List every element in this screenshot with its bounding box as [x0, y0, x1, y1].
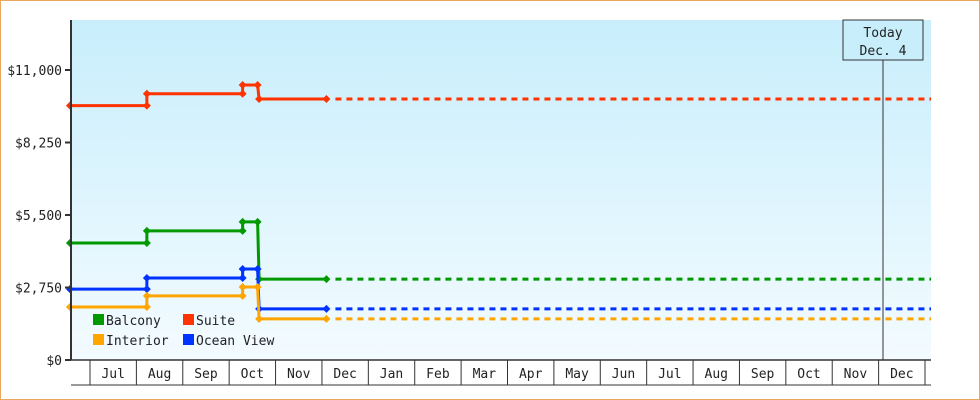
legend-item: Suite — [183, 314, 235, 329]
x-tick-label: Jun — [612, 367, 635, 382]
y-tick-label: $5,500 — [15, 209, 62, 224]
data-point — [238, 291, 247, 300]
data-point — [238, 274, 247, 283]
data-point — [253, 217, 262, 226]
data-point — [142, 101, 151, 110]
today-marker: Today Dec. 4 — [842, 19, 924, 360]
x-tick-label: Aug — [148, 367, 171, 382]
legend-swatch — [183, 334, 194, 345]
x-tick-label: Oct — [241, 367, 264, 382]
legend: Balcony Suite Interior Ocean View — [93, 314, 274, 349]
y-tick-label: $2,750 — [15, 282, 62, 297]
data-point — [322, 304, 331, 313]
x-tick-label: Jan — [380, 367, 403, 382]
x-tick-label: Dec — [890, 367, 913, 382]
data-point — [255, 95, 264, 103]
data-point — [253, 282, 262, 291]
data-point — [238, 217, 247, 226]
x-tick-label: May — [565, 367, 589, 382]
data-point — [238, 226, 247, 235]
x-tick-label: Sep — [194, 367, 218, 382]
series-suite — [65, 81, 931, 110]
legend-label: Balcony — [106, 314, 161, 329]
data-point — [238, 265, 247, 274]
data-point — [142, 89, 151, 98]
data-point — [238, 81, 247, 90]
x-tick-label: Oct — [797, 367, 820, 382]
legend-swatch — [93, 334, 104, 345]
x-tick-label: Nov — [844, 367, 868, 382]
today-date: Dec. 4 — [860, 44, 907, 59]
data-point — [142, 291, 151, 300]
data-point — [142, 274, 151, 283]
today-box — [842, 19, 924, 61]
data-point — [238, 282, 247, 291]
data-point — [142, 238, 151, 247]
x-tick-label: Mar — [473, 367, 497, 382]
data-point — [255, 314, 264, 323]
legend-swatch — [93, 314, 104, 325]
data-point — [142, 226, 151, 235]
y-tick-label: $11,000 — [7, 64, 62, 79]
y-axis: $0 $2,750 $5,500 $8,250 $11,000 — [7, 20, 72, 369]
x-tick-label: Aug — [705, 367, 728, 382]
legend-item: Ocean View — [183, 334, 274, 349]
plot-area — [71, 20, 931, 360]
legend-item: Balcony — [93, 314, 161, 329]
x-tick-label: Sep — [751, 367, 775, 382]
x-axis: Jul Aug Sep Oct Nov Dec Jan Feb Mar Apr May Jun Jul A… — [71, 359, 931, 386]
x-tick-label: Dec — [333, 367, 356, 382]
data-point — [253, 81, 262, 90]
legend-label: Ocean View — [196, 334, 274, 349]
today-label: Today — [863, 26, 902, 41]
legend-label: Suite — [196, 314, 235, 329]
x-tick-label: Jul — [658, 367, 681, 382]
x-tick-label: Nov — [287, 367, 311, 382]
data-point — [238, 89, 247, 98]
y-tick-label: $0 — [46, 354, 62, 369]
data-point — [142, 303, 151, 312]
data-point — [322, 275, 331, 284]
legend-swatch — [183, 314, 194, 325]
x-tick-label: Jul — [101, 367, 124, 382]
data-point — [142, 285, 151, 294]
y-tick-label: $8,250 — [15, 137, 62, 152]
legend-label: Interior — [106, 334, 169, 349]
legend-item: Interior — [93, 334, 169, 349]
data-point — [322, 95, 331, 103]
x-tick-label: Feb — [426, 367, 450, 382]
data-point — [322, 314, 331, 323]
series-interior — [65, 282, 931, 323]
x-tick-label: Apr — [519, 367, 543, 382]
data-point — [253, 265, 262, 274]
